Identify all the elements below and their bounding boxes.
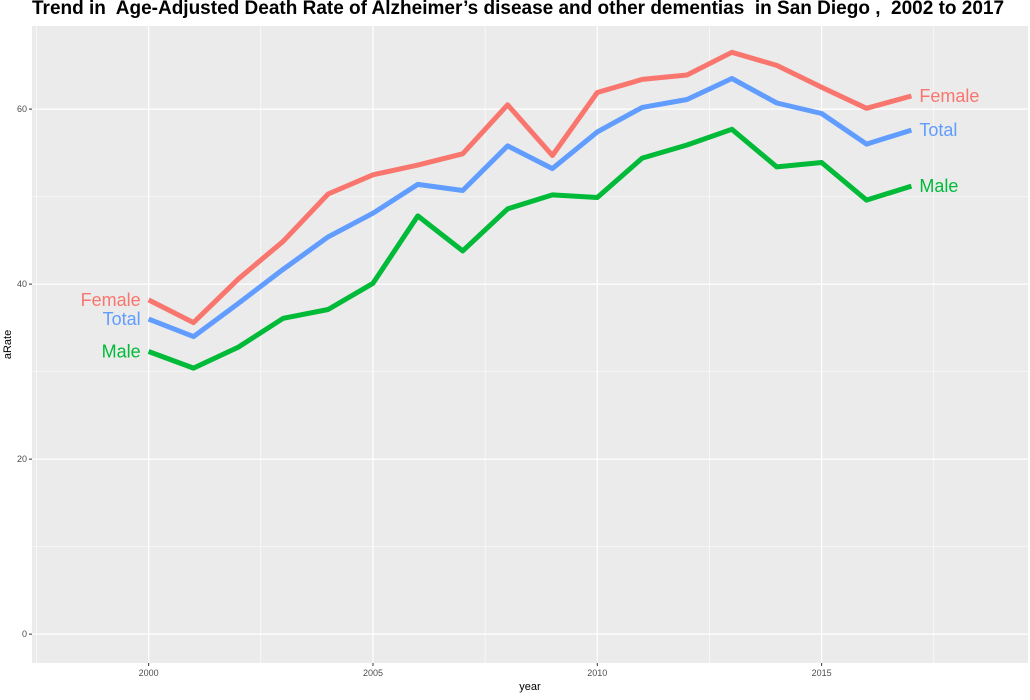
y-tick-label: 60 [17,104,27,114]
x-tick-label: 2000 [139,668,159,678]
y-tick-label: 40 [17,279,27,289]
series-label-start-total: Total [103,309,141,329]
y-axis-title: aRate [2,330,14,359]
series-label-start-male: Male [102,342,141,362]
x-tick-label: 2005 [363,668,383,678]
series-label-end-female: Female [919,86,979,106]
x-tick-label: 2010 [587,668,607,678]
plot-panel [32,26,1028,663]
x-axis-title: year [519,681,541,693]
y-axis-ticks: 0 20 40 60 [17,104,32,639]
x-tick-label: 2015 [812,668,832,678]
y-tick-label: 20 [17,454,27,464]
y-tick-label: 0 [22,629,27,639]
series-lines [147,49,913,371]
series-line-total [147,76,913,340]
series-line-male [147,126,913,371]
chart-title: Trend in Age-Adjusted Death Rate of Alzh… [32,0,1005,19]
series-line-female [147,49,913,326]
series-label-start-female: Female [81,290,141,310]
series-label-end-male: Male [919,176,958,196]
series-label-end-total: Total [919,120,957,140]
x-axis-ticks: 2000 2005 2010 2015 [139,663,832,678]
